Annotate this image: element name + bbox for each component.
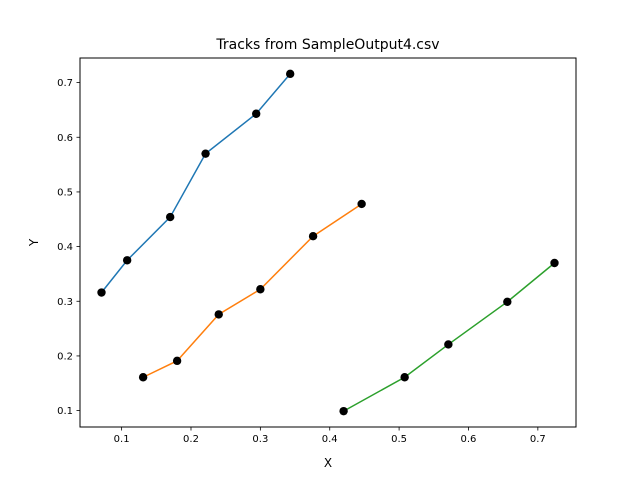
y-tick-label: 0.7 [57, 78, 73, 89]
axes-layer: 0.1 0.2 0.3 0.4 0.5 0.6 0.7 0.1 0.2 0.3 0.4 0.5 0.6 0… [57, 78, 546, 445]
series-2-point [308, 232, 318, 241]
x-tick-label: 0.2 [183, 434, 199, 445]
x-tick-label: 0.6 [461, 434, 477, 445]
y-tick-label: 0.5 [57, 188, 73, 199]
x-tick-label: 0.4 [322, 434, 338, 445]
series-1-point [97, 288, 106, 297]
x-tick-label: 0.3 [252, 434, 268, 445]
series-2-point [214, 310, 223, 319]
series-1-point [285, 69, 295, 79]
x-tick-label: 0.7 [530, 434, 546, 445]
series-3-point [444, 340, 453, 349]
y-tick-label: 0.4 [57, 242, 73, 253]
y-tick-label: 0.1 [57, 406, 73, 417]
series-1-point [201, 149, 210, 158]
x-axis-label: X [324, 456, 332, 470]
series-1-line [100, 73, 291, 293]
series-layer [97, 69, 559, 416]
series-1-point [165, 212, 175, 222]
series-2-point [172, 356, 182, 366]
series-2-point [138, 373, 148, 382]
series-1-point [252, 109, 261, 118]
series-3-point [550, 258, 559, 268]
y-tick-label: 0.6 [57, 133, 73, 144]
x-tick-label: 0.1 [114, 434, 130, 445]
series-1-point [122, 256, 132, 265]
series-3-point [503, 297, 512, 307]
series-2-line [142, 203, 363, 378]
y-axis-label: Y [27, 238, 41, 247]
series-3-point [339, 406, 348, 416]
series-2-point [256, 285, 265, 294]
y-tick-label: 0.2 [57, 352, 73, 363]
series-3-point [400, 373, 409, 382]
x-tick-label: 0.5 [391, 434, 407, 445]
y-tick-label: 0.3 [57, 297, 73, 308]
plot-area-frame [79, 57, 577, 428]
series-2-point [357, 199, 366, 209]
chart-title: Tracks from SampleOutput4.csv [215, 37, 439, 53]
